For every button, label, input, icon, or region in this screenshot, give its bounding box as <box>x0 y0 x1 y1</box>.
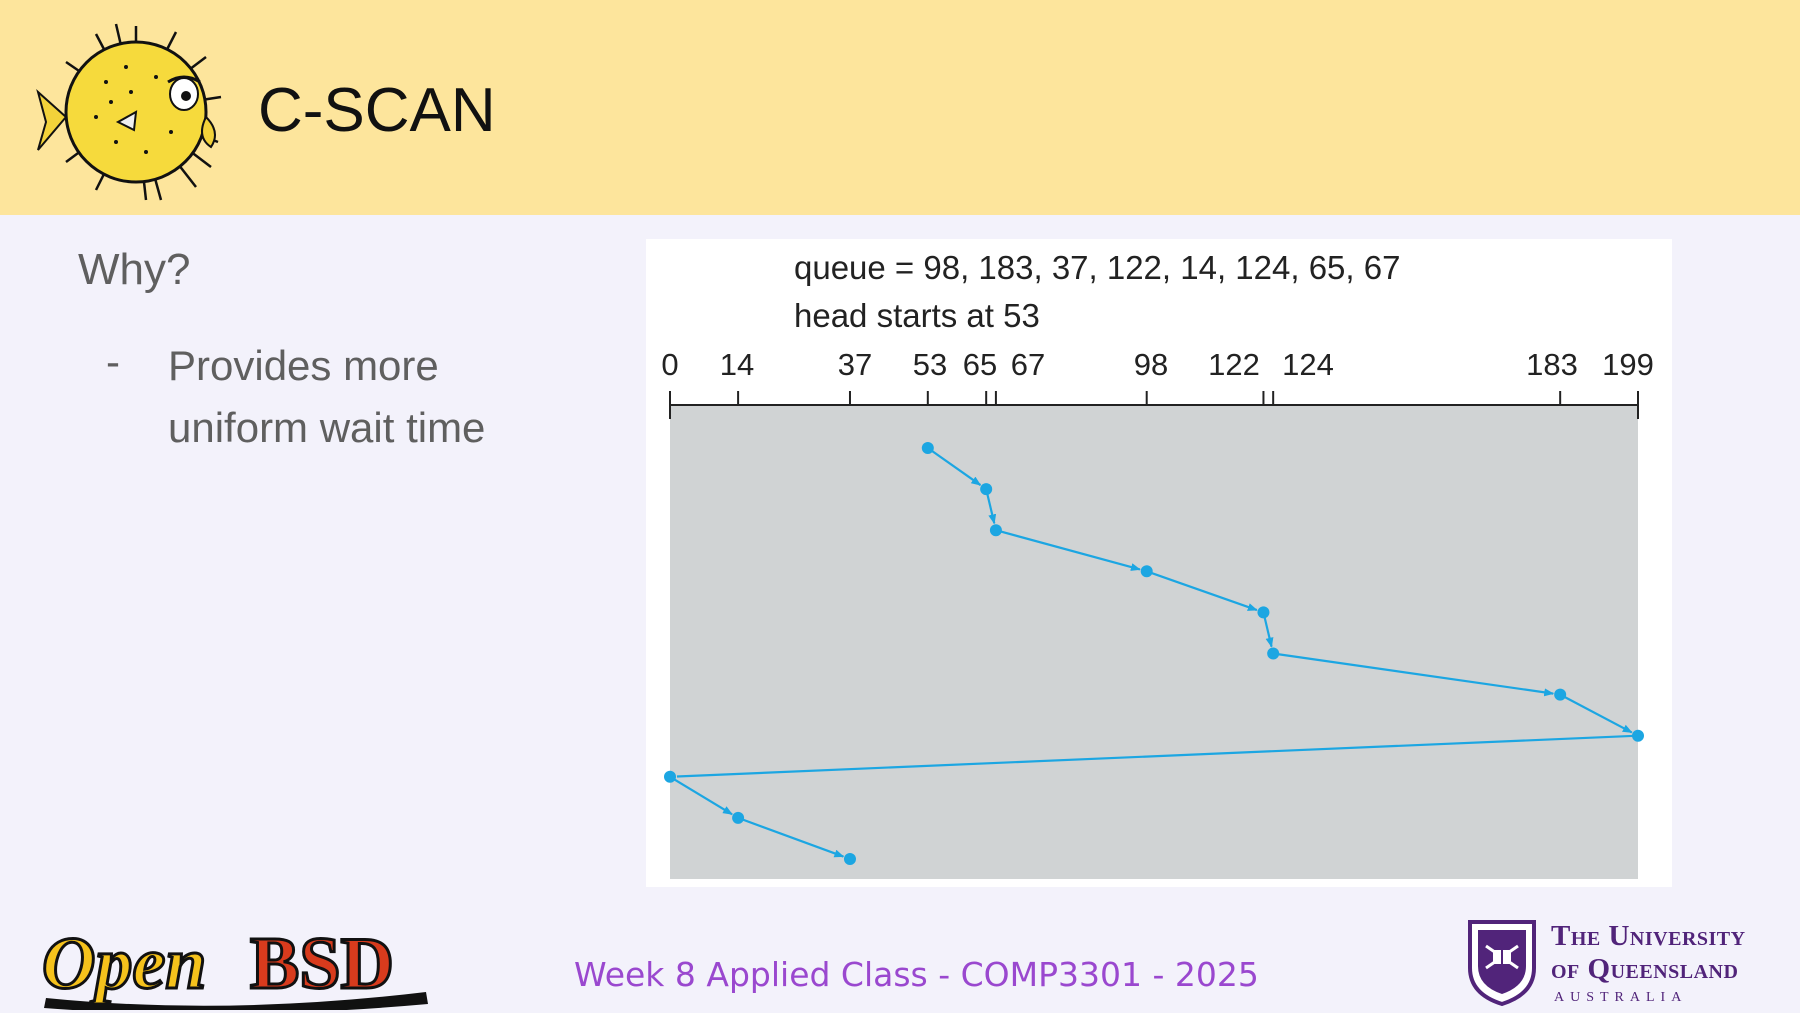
path-segment <box>995 529 1141 571</box>
section-heading: Why? <box>78 245 191 294</box>
uq-country: AUSTRALIA <box>1554 990 1688 1005</box>
bullet-marker: - <box>106 338 120 385</box>
tick-label: 65 <box>963 347 997 382</box>
tick-label: 98 <box>1134 347 1168 382</box>
path-segment <box>1273 652 1555 697</box>
tick-label: 37 <box>838 347 872 382</box>
bullet-text: Provides more uniform wait time <box>168 342 486 451</box>
path-segment <box>669 775 733 816</box>
uq-name: The University of Queensland <box>1551 920 1746 985</box>
tick-label: 122 <box>1208 347 1260 382</box>
tick-label: 0 <box>661 347 678 382</box>
path-point <box>921 442 934 454</box>
tick-label: 14 <box>720 347 754 382</box>
openbsd-logo: Open BSD <box>41 922 428 1010</box>
path-segment <box>1146 570 1258 612</box>
uq-logo: The University of Queensland AUSTRALIA <box>1466 918 1796 1010</box>
tick-label: 53 <box>913 347 947 382</box>
path-point <box>989 524 1002 537</box>
queue-label: queue = 98, 183, 37, 122, 14, 124, 65, 6… <box>794 249 1400 286</box>
path-segment <box>676 734 1639 778</box>
title-bar <box>0 0 1800 215</box>
path-segment <box>737 816 845 858</box>
path-segment <box>1559 693 1633 734</box>
path-point <box>1632 729 1644 742</box>
path-point <box>980 483 993 496</box>
path-point <box>1257 606 1270 619</box>
uq-crest-icon <box>1468 920 1536 1007</box>
path-segment <box>927 447 982 486</box>
footer-course-label: Week 8 Applied Class - COMP3301 - 2025 <box>574 955 1259 994</box>
path-point <box>1554 688 1567 701</box>
tick-label: 183 <box>1526 347 1578 382</box>
cscan-svg: queue = 98, 183, 37, 122, 14, 124, 65, 6… <box>661 249 1654 879</box>
path-point <box>1140 565 1153 578</box>
svg-text:BSD: BSD <box>250 923 394 1005</box>
puffy-mascot-icon <box>36 23 222 201</box>
head-label: head starts at 53 <box>794 297 1040 334</box>
cscan-diagram: queue = 98, 183, 37, 122, 14, 124, 65, 6… <box>646 239 1672 887</box>
tick-label: 199 <box>1602 347 1654 382</box>
tick-label: 67 <box>1011 347 1045 382</box>
path-point <box>1267 647 1280 660</box>
tick-label: 124 <box>1282 347 1334 382</box>
path-point <box>843 853 856 865</box>
svg-text:Open: Open <box>42 923 206 1005</box>
path-point <box>732 811 745 824</box>
slide-title: C-SCAN <box>258 76 496 145</box>
plot-panel <box>670 405 1638 879</box>
path-point <box>664 770 676 783</box>
